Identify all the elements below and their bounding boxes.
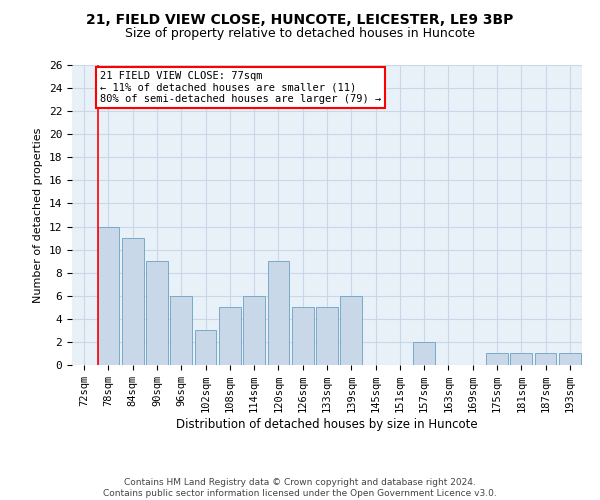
Text: 21 FIELD VIEW CLOSE: 77sqm
← 11% of detached houses are smaller (11)
80% of semi: 21 FIELD VIEW CLOSE: 77sqm ← 11% of deta… bbox=[100, 71, 381, 104]
Bar bbox=[511, 354, 532, 365]
Text: Contains HM Land Registry data © Crown copyright and database right 2024.
Contai: Contains HM Land Registry data © Crown c… bbox=[103, 478, 497, 498]
Bar bbox=[243, 296, 265, 365]
Bar bbox=[535, 354, 556, 365]
Bar bbox=[292, 308, 314, 365]
Bar bbox=[146, 261, 168, 365]
Bar bbox=[316, 308, 338, 365]
Bar bbox=[559, 354, 581, 365]
Y-axis label: Number of detached properties: Number of detached properties bbox=[33, 128, 43, 302]
Bar bbox=[97, 226, 119, 365]
Bar bbox=[122, 238, 143, 365]
Bar bbox=[268, 261, 289, 365]
Text: Size of property relative to detached houses in Huncote: Size of property relative to detached ho… bbox=[125, 28, 475, 40]
Bar bbox=[340, 296, 362, 365]
Bar bbox=[219, 308, 241, 365]
X-axis label: Distribution of detached houses by size in Huncote: Distribution of detached houses by size … bbox=[176, 418, 478, 431]
Text: 21, FIELD VIEW CLOSE, HUNCOTE, LEICESTER, LE9 3BP: 21, FIELD VIEW CLOSE, HUNCOTE, LEICESTER… bbox=[86, 12, 514, 26]
Bar bbox=[413, 342, 435, 365]
Bar bbox=[486, 354, 508, 365]
Bar bbox=[170, 296, 192, 365]
Bar bbox=[194, 330, 217, 365]
